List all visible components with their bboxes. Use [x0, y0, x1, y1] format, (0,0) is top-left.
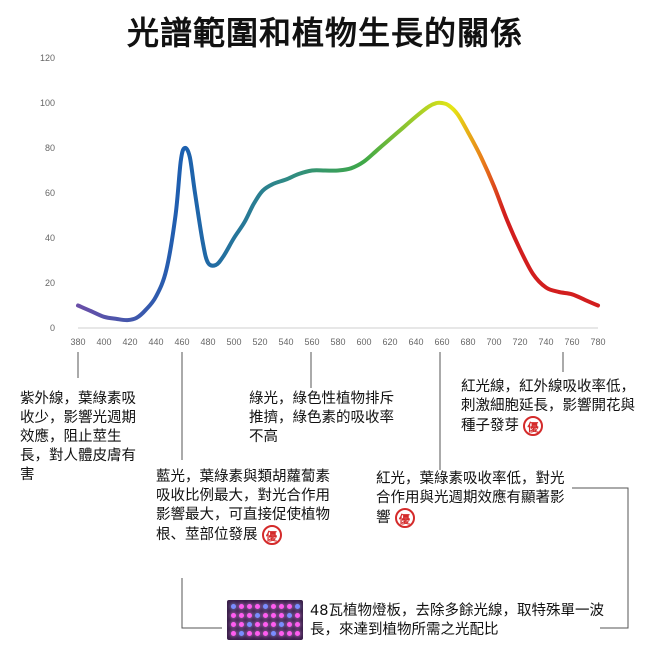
x-tick-label: 700 — [486, 337, 501, 347]
x-tick-label: 400 — [96, 337, 111, 347]
led-dot — [271, 631, 276, 636]
seal-icon: 優 — [523, 416, 543, 436]
led-dot — [247, 613, 252, 618]
y-axis-ticks: 0 20 40 60 80 100 120 — [40, 53, 55, 333]
annotation-infrared: 紅光線，紅外線吸收率低，刺激細胞延長，影響開花與種子發芽優 — [461, 378, 641, 436]
x-tick-label: 660 — [434, 337, 449, 347]
led-dot — [239, 604, 244, 609]
y-tick-label: 60 — [45, 188, 55, 198]
led-dot — [239, 613, 244, 618]
seal-icon: 優 — [261, 525, 282, 545]
led-dot — [287, 631, 292, 636]
led-dot — [247, 622, 252, 627]
led-dot — [231, 613, 236, 618]
leader-line-lamp-left — [181, 578, 222, 629]
x-tick-label: 600 — [356, 337, 371, 347]
led-dot — [239, 622, 244, 627]
x-tick-label: 780 — [590, 337, 605, 347]
x-tick-label: 640 — [408, 337, 423, 347]
leader-line-lamp-right — [572, 487, 629, 629]
led-dot — [255, 622, 260, 627]
led-dot — [279, 613, 284, 618]
y-tick-label: 20 — [45, 278, 55, 288]
x-tick-label: 540 — [278, 337, 293, 347]
led-dot — [263, 604, 268, 609]
annotation-blue-text: 藍光，葉綠素與類胡蘿蔔素吸收比例最大，對光合作用影響最大，可直接促使植物根、莖部… — [156, 469, 330, 543]
x-tick-label: 420 — [122, 337, 137, 347]
annotation-lamp: 48瓦植物燈板，去除多餘光線，取特殊單一波長，來達到植物所需之光配比 — [310, 602, 630, 640]
led-dot — [287, 604, 292, 609]
annotation-infrared-text: 紅光線，紅外線吸收率低，刺激細胞延長，影響開花與種子發芽 — [461, 379, 635, 434]
x-tick-label: 500 — [226, 337, 241, 347]
annotation-red: 紅光，葉綠素吸收率低，對光合作用與光週期效應有顯著影響優 — [376, 470, 568, 528]
annotation-red-text: 紅光，葉綠素吸收率低，對光合作用與光週期效應有顯著影響 — [376, 471, 565, 526]
x-tick-label: 720 — [512, 337, 527, 347]
x-tick-label: 580 — [330, 337, 345, 347]
y-tick-label: 40 — [45, 233, 55, 243]
led-dot — [279, 622, 284, 627]
led-dot — [279, 631, 284, 636]
led-dot — [295, 622, 300, 627]
x-tick-label: 560 — [304, 337, 319, 347]
led-dot — [239, 631, 244, 636]
led-dot — [287, 622, 292, 627]
led-dot — [263, 631, 268, 636]
led-dot — [279, 604, 284, 609]
y-tick-label: 100 — [40, 98, 55, 108]
led-dot — [247, 604, 252, 609]
y-tick-label: 120 — [40, 53, 55, 63]
annotation-green-text: 綠光，綠色性植物排斥推擠，綠色素的吸收率不高 — [249, 391, 394, 445]
y-tick-label: 0 — [50, 323, 55, 333]
grow-light-panel-image — [227, 600, 303, 640]
x-tick-label: 740 — [538, 337, 553, 347]
x-tick-label: 460 — [174, 337, 189, 347]
led-dot — [295, 631, 300, 636]
led-dot — [231, 604, 236, 609]
x-tick-label: 480 — [200, 337, 215, 347]
annotation-uv: 紫外線，葉綠素吸收少，影響光週期效應，阻止莖生長，對人體皮膚有害 — [20, 390, 148, 485]
led-dot — [271, 604, 276, 609]
annotation-blue: 藍光，葉綠素與類胡蘿蔔素吸收比例最大，對光合作用影響最大，可直接促使植物根、莖部… — [156, 468, 338, 545]
led-dot — [263, 613, 268, 618]
seal-icon: 優 — [394, 508, 415, 528]
led-dot — [295, 604, 300, 609]
led-dot — [255, 631, 260, 636]
x-tick-label: 680 — [460, 337, 475, 347]
x-tick-label: 380 — [70, 337, 85, 347]
led-dot — [287, 613, 292, 618]
x-tick-label: 620 — [382, 337, 397, 347]
y-tick-label: 80 — [45, 143, 55, 153]
led-dot — [271, 613, 276, 618]
led-dot — [255, 613, 260, 618]
x-axis-ticks: 380 400 420 440 460 480 500 520 540 560 580 600 620 6… — [70, 337, 605, 347]
x-tick-label: 520 — [252, 337, 267, 347]
annotation-green: 綠光，綠色性植物排斥推擠，綠色素的吸收率不高 — [249, 390, 397, 447]
page-title: 光譜範圍和植物生長的關係 — [126, 14, 523, 52]
annotation-uv-text: 紫外線，葉綠素吸收少，影響光週期效應，阻止莖生長，對人體皮膚有害 — [20, 391, 136, 483]
x-tick-label: 440 — [148, 337, 163, 347]
leader-lines — [77, 352, 629, 629]
led-dot — [231, 622, 236, 627]
led-dot — [271, 622, 276, 627]
led-dot — [263, 622, 268, 627]
led-dot — [231, 631, 236, 636]
annotation-lamp-text: 48瓦植物燈板，去除多餘光線，取特殊單一波長，來達到植物所需之光配比 — [310, 603, 604, 638]
series-line-spectrum — [76, 100, 600, 323]
x-tick-label: 760 — [564, 337, 579, 347]
led-dot — [247, 631, 252, 636]
led-dot — [295, 613, 300, 618]
led-dot — [255, 604, 260, 609]
